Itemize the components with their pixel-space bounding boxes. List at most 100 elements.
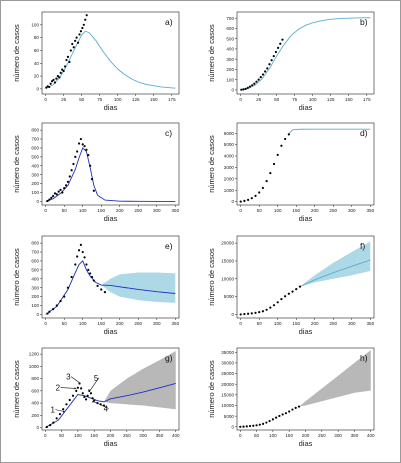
data-point: [74, 263, 77, 266]
annotation-arrowhead: [78, 382, 81, 385]
panel-letter: d): [360, 128, 368, 138]
x-tick-label: 100: [274, 208, 282, 213]
x-tick-label: 350: [171, 321, 179, 326]
data-point: [280, 298, 283, 301]
panel-f: 0 50 100 150 200 250 300 350 0 5000 10000 15000 2000…: [207, 235, 375, 336]
data-point: [76, 150, 79, 153]
y-tick-label: 700: [31, 250, 39, 255]
y-tick-label: 10000: [221, 403, 234, 408]
data-point: [65, 403, 68, 406]
x-tick-label: 50: [274, 97, 280, 102]
data-point: [248, 85, 252, 88]
panel-letter: c): [165, 128, 172, 138]
y-tick-label: 600: [31, 388, 39, 393]
annotation-arrowhead: [74, 387, 77, 390]
x-axis-label: dias: [299, 103, 313, 112]
data-point: [69, 49, 72, 52]
x-tick-label: 150: [150, 97, 158, 102]
y-tick-label: 10000: [221, 276, 234, 281]
data-point: [291, 290, 294, 293]
x-tick-label: 150: [97, 321, 105, 326]
data-point: [89, 272, 92, 275]
data-point: [85, 14, 88, 17]
data-point: [92, 279, 95, 282]
x-tick-label: 125: [327, 97, 335, 102]
y-tick-label: 600: [31, 146, 39, 151]
data-point: [268, 63, 271, 66]
data-point: [266, 67, 269, 70]
data-point: [55, 193, 58, 196]
x-axis-label: dias: [104, 103, 118, 112]
x-tick-label: 250: [329, 208, 337, 213]
y-tick-label: 400: [31, 276, 39, 281]
x-tick-label: 150: [292, 208, 300, 213]
data-point: [244, 87, 247, 90]
data-point: [81, 392, 84, 395]
annotation-arrow: [60, 387, 77, 389]
data-point: [83, 395, 86, 399]
data-point: [66, 55, 70, 58]
data-point: [59, 188, 62, 191]
data-point: [81, 26, 84, 30]
data-point: [77, 249, 81, 252]
data-point: [248, 424, 252, 428]
x-tick-label: 50: [62, 208, 68, 213]
data-point: [68, 398, 71, 402]
data-point: [242, 425, 245, 428]
data-point: [269, 172, 272, 175]
x-tick-label: 300: [139, 433, 147, 438]
y-tick-label: 200: [226, 67, 234, 72]
x-tick-label: 100: [79, 208, 87, 213]
y-tick-label: 0: [231, 312, 234, 317]
panel-letter: b): [360, 17, 368, 27]
y-tick-label: 0: [231, 424, 234, 429]
y-tick-label: 600: [226, 26, 234, 31]
data-point: [55, 417, 58, 420]
plot-area: [239, 241, 371, 316]
x-tick-label: 125: [132, 97, 140, 102]
confidence-band: [298, 350, 371, 407]
plot-area: [239, 128, 371, 203]
annotation-label: 5: [94, 374, 99, 383]
y-tick-label: 0: [231, 199, 234, 204]
x-tick-label: 0: [239, 321, 242, 326]
data-point: [45, 86, 48, 89]
data-point: [251, 84, 254, 87]
y-tick-label: 0: [231, 88, 234, 93]
data-point: [261, 73, 265, 76]
annotation-arrowhead: [62, 410, 65, 413]
x-tick-label: 0: [239, 208, 242, 213]
x-tick-label: 300: [334, 433, 342, 438]
confidence-band: [103, 351, 176, 410]
data-point: [257, 78, 260, 81]
y-tick-label: 0: [36, 199, 39, 204]
y-tick-label: 800: [31, 376, 39, 381]
data-point: [254, 194, 257, 197]
y-tick-label: 20: [34, 74, 40, 79]
data-point: [76, 255, 79, 258]
x-tick-label: 250: [134, 321, 142, 326]
x-tick-label: 0: [44, 321, 47, 326]
data-point: [59, 299, 62, 303]
y-tick-label: 300: [31, 285, 39, 290]
data-point: [52, 307, 55, 311]
plot-area: [45, 14, 176, 89]
x-tick-label: 100: [269, 433, 277, 438]
data-point: [295, 288, 298, 291]
panel-letter: a): [165, 17, 173, 27]
data-point: [264, 70, 267, 73]
data-point: [252, 424, 255, 427]
data-point: [271, 418, 274, 421]
y-tick-label: 500: [226, 36, 234, 41]
annotation-arrow: [90, 377, 100, 391]
y-tick-label: 400: [226, 47, 234, 52]
data-point: [247, 198, 250, 201]
data-point: [61, 68, 64, 71]
fit-line: [45, 383, 176, 428]
data-point: [92, 189, 95, 192]
y-tick-label: 800: [31, 241, 39, 246]
data-point: [56, 74, 59, 78]
data-point: [68, 175, 71, 178]
data-point: [96, 284, 99, 288]
x-axis-label: dias: [104, 214, 118, 223]
